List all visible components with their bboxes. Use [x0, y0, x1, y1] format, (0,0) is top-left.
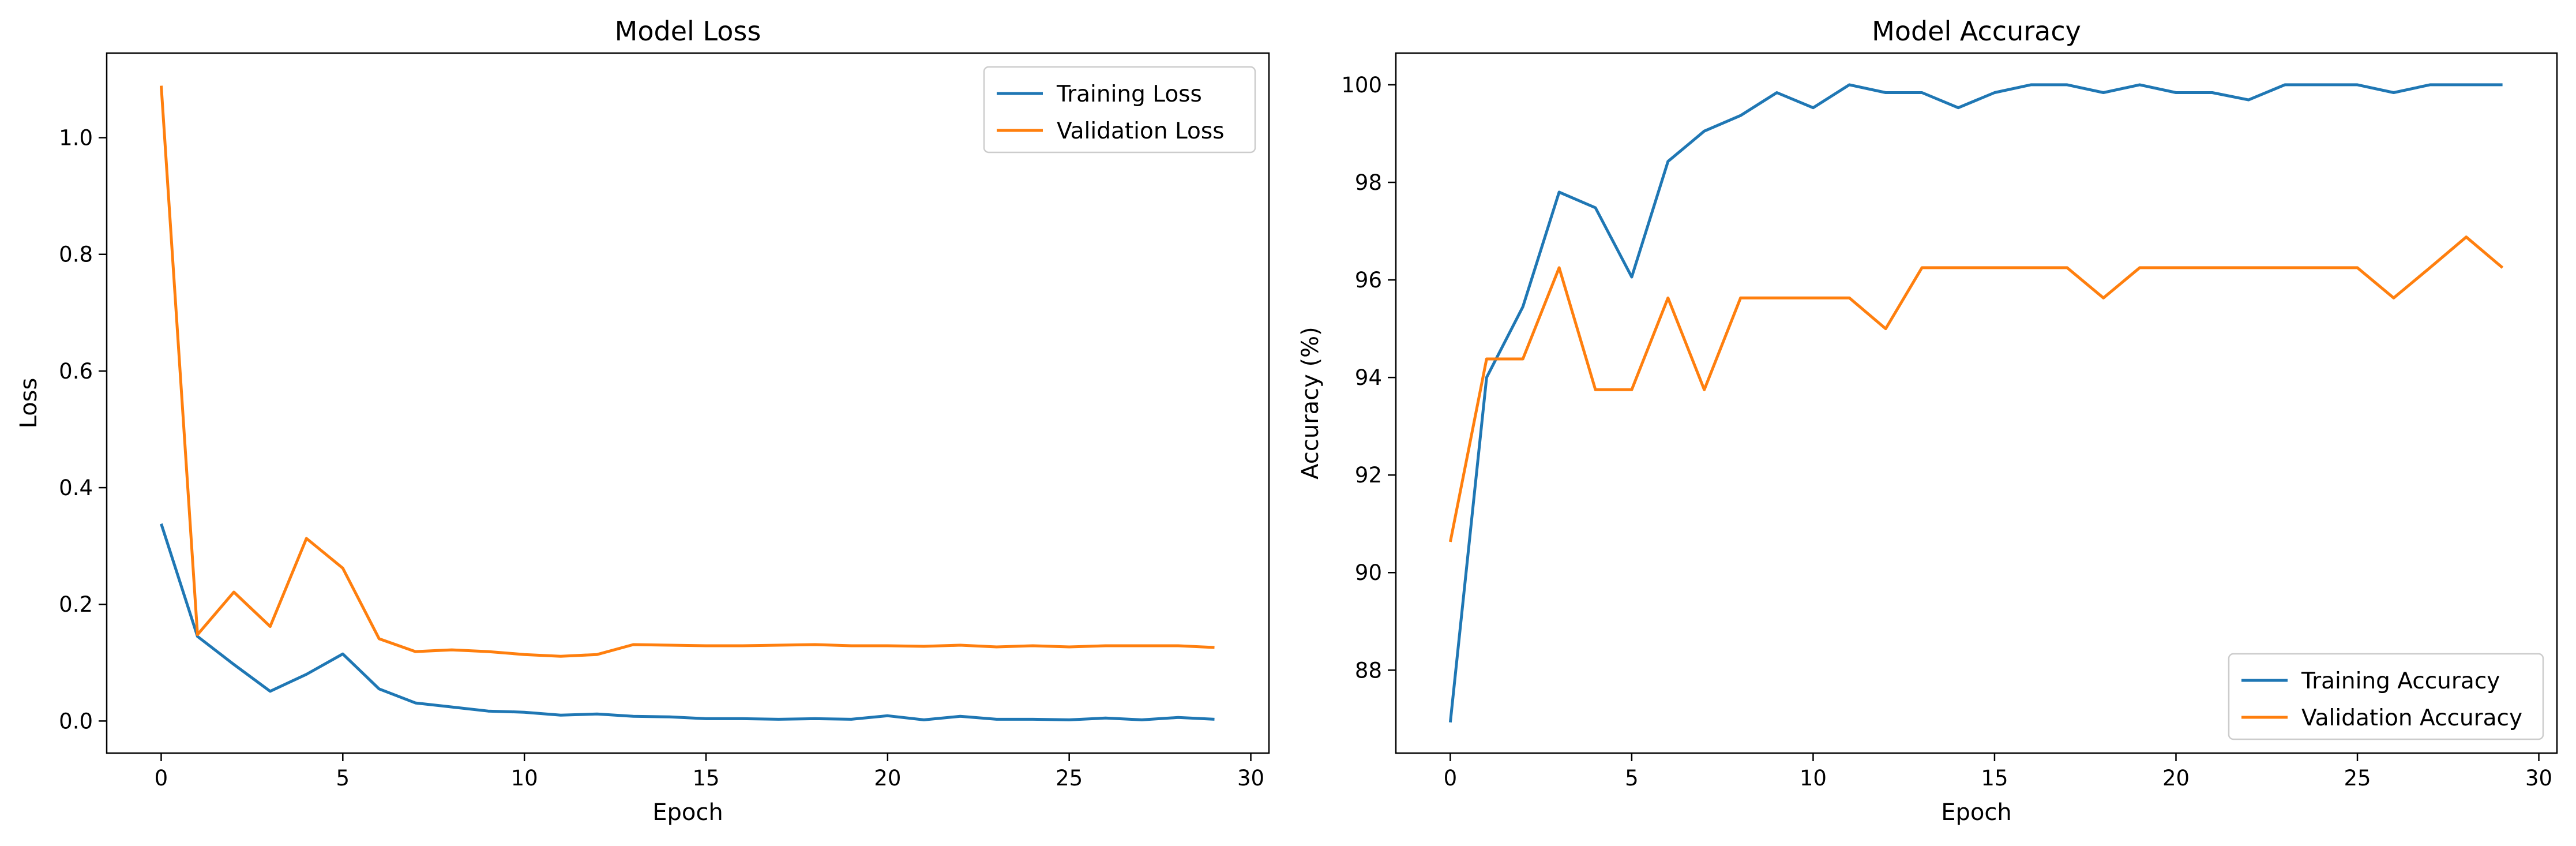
loss-y-tick-label: 0.2	[59, 592, 93, 617]
accuracy-x-tick-label: 10	[1800, 766, 1827, 791]
accuracy-x-axis-label: Epoch	[1941, 799, 2011, 826]
loss-x-tick-label: 15	[692, 766, 719, 791]
accuracy-x-tick-label: 15	[1981, 766, 2008, 791]
loss-legend-label-validation: Validation Loss	[1057, 118, 1225, 144]
accuracy-legend: Training Accuracy Validation Accuracy	[2228, 653, 2544, 740]
loss-chart-panel: Model Loss 0 5 10 15 20 25 30 0.0 0.2 0.4 0.6 0.8 1.0…	[16, 16, 1270, 826]
loss-series-line-training	[160, 523, 1215, 721]
accuracy-x-tick-label: 30	[2525, 766, 2552, 791]
loss-y-tick-label: 0.4	[59, 476, 93, 500]
loss-legend-box	[983, 66, 1256, 154]
loss-y-tick-label: 1.0	[59, 126, 93, 151]
loss-chart-title: Model Loss	[615, 16, 761, 47]
loss-y-tick-label: 0.0	[59, 709, 93, 733]
loss-y-tick-label: 0.8	[59, 242, 93, 267]
accuracy-y-tick-label: 98	[1355, 170, 1382, 195]
accuracy-x-tick-label: 5	[1625, 766, 1639, 791]
accuracy-legend-label-validation: Validation Accuracy	[2301, 705, 2522, 731]
loss-x-axis-label: Epoch	[652, 799, 723, 826]
loss-x-tick-label: 20	[874, 766, 901, 791]
loss-x-tick-label: 30	[1237, 766, 1264, 791]
accuracy-x-tick-label: 20	[2162, 766, 2190, 791]
loss-y-axis-label: Loss	[16, 378, 42, 429]
loss-legend: Training Loss Validation Loss	[983, 66, 1256, 154]
loss-series-line-validation	[160, 85, 1215, 658]
accuracy-x-tick-label: 25	[2344, 766, 2371, 791]
accuracy-y-tick-label: 90	[1355, 560, 1382, 585]
accuracy-y-tick-label: 100	[1341, 73, 1382, 98]
accuracy-legend-label-training: Training Accuracy	[2301, 668, 2500, 694]
loss-x-tick-label: 25	[1056, 766, 1083, 791]
accuracy-y-tick-label: 96	[1355, 268, 1382, 293]
loss-legend-label-training: Training Loss	[1056, 81, 1202, 107]
accuracy-legend-box	[2228, 653, 2544, 740]
accuracy-y-tick-label: 94	[1355, 365, 1382, 390]
loss-x-tick-label: 5	[336, 766, 350, 791]
accuracy-series-line-training	[1448, 83, 2503, 723]
accuracy-series-line-validation	[1448, 235, 2504, 542]
loss-axes-frame	[106, 52, 1270, 754]
loss-y-tick-label: 0.6	[59, 359, 93, 384]
accuracy-x-tick-label: 0	[1444, 766, 1458, 791]
accuracy-y-axis-label: Accuracy (%)	[1297, 327, 1324, 480]
accuracy-chart-title: Model Accuracy	[1872, 16, 2081, 47]
accuracy-axes-frame	[1395, 52, 2558, 754]
accuracy-chart-panel: Model Accuracy 0 5 10 15 20 25 30 88 90 92 94 96 98 10…	[1297, 16, 2558, 826]
loss-x-tick-label: 10	[511, 766, 538, 791]
accuracy-y-tick-label: 92	[1355, 463, 1382, 488]
accuracy-y-tick-label: 88	[1355, 658, 1382, 683]
loss-x-tick-label: 0	[155, 766, 168, 791]
